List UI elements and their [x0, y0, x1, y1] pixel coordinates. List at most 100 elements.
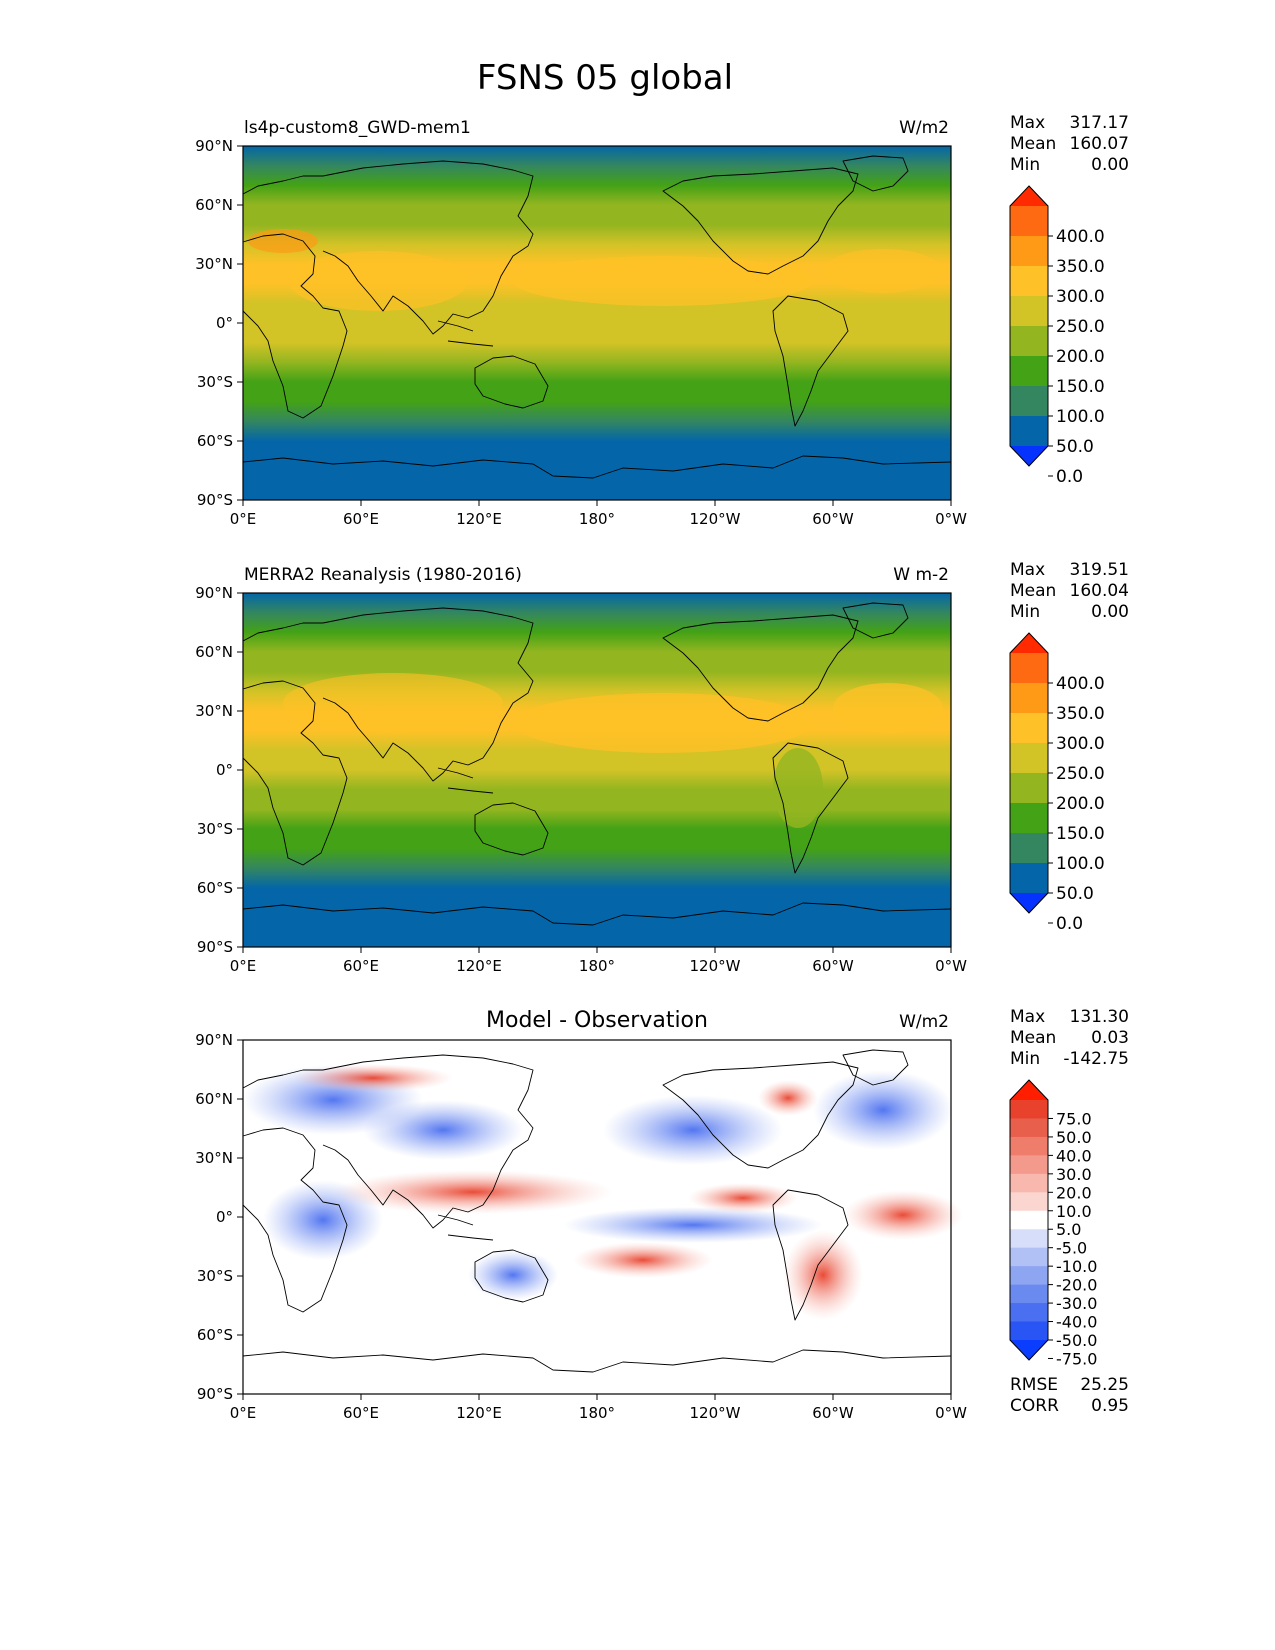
lat-tick-label: 60°S — [197, 1326, 233, 1344]
panel-diff-map — [242, 1039, 963, 1395]
colorbar-segment — [1010, 1118, 1048, 1138]
lon-tick-label: 60°E — [343, 510, 379, 528]
test-warm-patch-1 — [288, 251, 468, 311]
colorbar-tick-label: 150.0 — [1056, 377, 1105, 397]
ref-warm-patch-3 — [833, 683, 943, 733]
test-stat-min-label: Min — [1010, 155, 1040, 175]
panel-test: ls4p-custom8_GWD-mem1 W/m2 90°N 60°N 30°N 0… — [195, 113, 1129, 528]
panel-ref-map — [242, 592, 952, 948]
lon-tick-label: 60°E — [343, 1404, 379, 1422]
colorbar-tick-label: -40.0 — [1056, 1313, 1097, 1332]
colorbar-segment — [1010, 416, 1048, 447]
ref-stat-min-value: 0.00 — [1091, 602, 1129, 622]
test-lat-axis: 90°N 60°N 30°N 0° 30°S 60°S 90°S — [195, 137, 243, 509]
ref-stat-max-value: 319.51 — [1070, 560, 1129, 580]
colorbar-tick-label: -30.0 — [1056, 1294, 1097, 1313]
colorbar-segment — [1010, 1100, 1048, 1119]
colorbar-tick-label: 200.0 — [1056, 794, 1105, 814]
test-stat-mean-value: 160.07 — [1070, 134, 1129, 154]
lat-tick-label: 90°N — [195, 584, 233, 602]
colorbar-segment — [1010, 236, 1048, 267]
lon-tick-label: 120°E — [456, 957, 502, 975]
colorbar-tick-label: 200.0 — [1056, 347, 1105, 367]
colorbar-extend-max — [1010, 186, 1048, 206]
lat-tick-label: 0° — [216, 1208, 233, 1226]
ref-zonal-field — [243, 593, 951, 947]
diff-red-blob — [843, 1190, 963, 1240]
diff-red-blob — [293, 1064, 453, 1092]
ref-stat-min-label: Min — [1010, 602, 1040, 622]
diff-stat-mean-value: 0.03 — [1091, 1028, 1129, 1048]
ref-warm-patch-1 — [283, 673, 503, 733]
diff-rmse-value: 25.25 — [1080, 1375, 1129, 1395]
diff-red-blob — [573, 1242, 713, 1278]
lon-tick-label: 0°W — [935, 510, 967, 528]
colorbar-tick-label: -10.0 — [1056, 1257, 1097, 1276]
lon-tick-label: 0°E — [230, 510, 257, 528]
lat-tick-label: 30°N — [195, 1149, 233, 1167]
lon-tick-label: 0°W — [935, 1404, 967, 1422]
test-stat-max-label: Max — [1010, 113, 1045, 133]
diff-corr-value: 0.95 — [1091, 1396, 1129, 1416]
lat-tick-label: 30°S — [197, 373, 233, 391]
diff-blue-blob — [563, 1207, 823, 1243]
diff-blue-blob — [363, 1100, 523, 1160]
ref-lon-axis: 0°E 60°E 120°E 180° 120°W 60°W 0°W — [230, 947, 967, 975]
colorbar-segment — [1010, 1210, 1048, 1230]
lat-tick-label: 30°N — [195, 702, 233, 720]
colorbar-tick-label: 400.0 — [1056, 227, 1105, 247]
colorbar-extend-min — [1010, 446, 1048, 466]
ref-colorbar: 400.0 350.0 300.0 250.0 200.0 150.0 100.0 50.0 0… — [1009, 632, 1105, 934]
diff-colorbar: 75.050.040.030.020.010.05.0-5.0-10.0-20.… — [1009, 1079, 1097, 1368]
panel-ref-units: W m-2 — [893, 565, 949, 585]
panel-test-map — [242, 145, 952, 501]
colorbar-segment — [1010, 1321, 1048, 1341]
colorbar-segment — [1010, 1303, 1048, 1323]
colorbar-tick-label: 20.0 — [1056, 1183, 1092, 1202]
colorbar-tick-label: 300.0 — [1056, 287, 1105, 307]
test-colorbar: 400.0 350.0 300.0 250.0 200.0 150.0 100.0 50.0 0… — [1009, 185, 1105, 487]
panel-test-title: ls4p-custom8_GWD-mem1 — [244, 118, 471, 138]
colorbar-extend-max — [1010, 1080, 1048, 1100]
panel-diff-units: W/m2 — [899, 1012, 949, 1032]
colorbar-segment — [1010, 683, 1048, 714]
colorbar-segment — [1010, 1136, 1048, 1156]
lat-tick-label: 60°N — [195, 1090, 233, 1108]
lon-tick-label: 120°E — [456, 1404, 502, 1422]
colorbar-tick-label: 5.0 — [1056, 1220, 1081, 1239]
colorbar-segment — [1010, 326, 1048, 357]
lon-tick-label: 120°W — [690, 1404, 741, 1422]
lat-tick-label: 90°N — [195, 1031, 233, 1049]
test-zonal-field — [243, 146, 951, 500]
lon-tick-label: 120°E — [456, 510, 502, 528]
diff-red-blob — [333, 1170, 613, 1214]
diff-blue-blob — [468, 1250, 558, 1300]
colorbar-segment — [1010, 206, 1048, 237]
lon-tick-label: 0°E — [230, 957, 257, 975]
test-hot-patch — [248, 229, 318, 253]
colorbar-extend-max — [1010, 633, 1048, 653]
colorbar-extend-min — [1010, 893, 1048, 913]
colorbar-segment — [1010, 773, 1048, 804]
panel-test-units: W/m2 — [899, 118, 949, 138]
colorbar-segment — [1010, 1192, 1048, 1212]
diff-stat-min-label: Min — [1010, 1049, 1040, 1069]
colorbar-tick-label: -20.0 — [1056, 1276, 1097, 1295]
colorbar-segment — [1010, 713, 1048, 744]
lat-tick-label: 30°S — [197, 1267, 233, 1285]
figure-title: FSNS 05 global — [477, 58, 733, 98]
diff-blue-blob — [603, 1095, 783, 1165]
lat-tick-label: 90°S — [197, 938, 233, 956]
panel-difference: Model - Observation W/m2 90°N 60°N 30°N 0° 3… — [195, 1007, 1129, 1422]
test-warm-patch-2 — [513, 256, 813, 306]
lat-tick-label: 60°S — [197, 879, 233, 897]
ref-stat-max-label: Max — [1010, 560, 1045, 580]
lon-tick-label: 60°W — [812, 1404, 854, 1422]
colorbar-tick-label: 350.0 — [1056, 257, 1105, 277]
diff-blue-blob — [813, 1070, 953, 1150]
colorbar-tick-label: 30.0 — [1056, 1165, 1092, 1184]
lat-tick-label: 90°S — [197, 1385, 233, 1403]
colorbar-segment — [1010, 1155, 1048, 1175]
ref-green-patch — [773, 748, 823, 828]
